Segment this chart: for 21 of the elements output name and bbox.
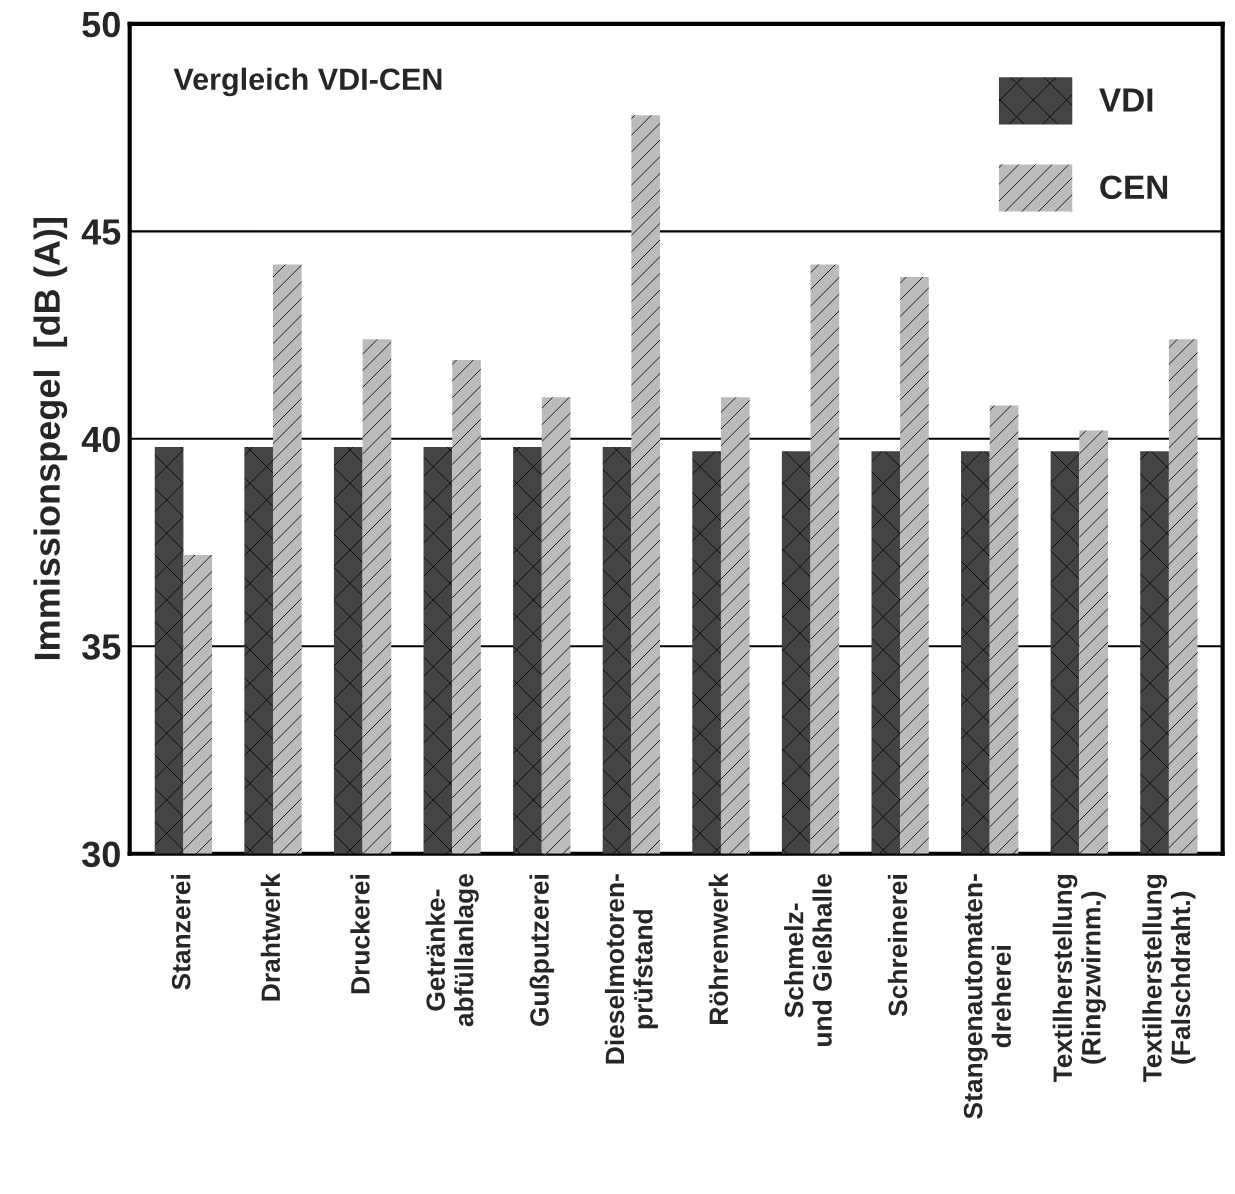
legend-label: VDI — [1099, 88, 1153, 112]
legend-label: CEN — [1100, 175, 1168, 200]
text: Vergleich VDI-CEN — [173, 67, 442, 97]
x-tick-label: Textilherstellung (Ringzwirnm.) — [1052, 874, 1106, 1083]
x-tick-label: Textilherstellung (Falschdraht.) — [1142, 874, 1196, 1083]
y-tick-label: 50 — [82, 11, 120, 38]
y-tick-label: 45 — [81, 219, 121, 245]
x-tick-label: Drahtwerk — [260, 873, 281, 1001]
y-tick-label: 35 — [82, 634, 121, 660]
x-tick-label: Schmelz- und Gießhalle — [784, 874, 832, 1046]
x-tick-label: Röhrenwerk — [708, 873, 729, 1024]
x-tick-label: Gußputzerei — [529, 875, 555, 1026]
x-tick-label: Druckerei — [350, 875, 370, 994]
x-tick-label: Stanzerei — [171, 875, 191, 990]
y-tick-label: 30 — [82, 841, 120, 868]
x-tick-label: Schreinerei — [887, 875, 908, 1017]
y-axis-title: Immissionspegel [dB (A)] — [33, 218, 68, 660]
x-tick-label: Dieselmotoren- prüfstand — [604, 874, 658, 1064]
x-tick-label: Stangenautomaten- dreherei — [963, 874, 1012, 1119]
y-tick-label: 40 — [81, 426, 120, 453]
x-tick-label: Getränke- abfüllanlage — [425, 874, 479, 1027]
